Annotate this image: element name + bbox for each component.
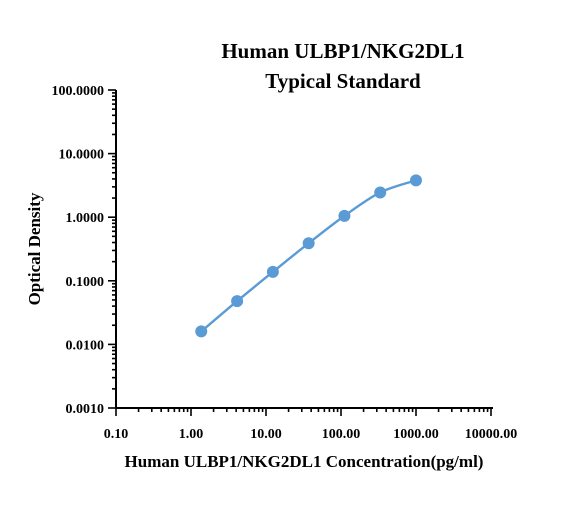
chart-title-line-1: Human ULBP1/NKG2DL1 xyxy=(221,39,464,63)
x-tick-label: 10000.00 xyxy=(465,427,518,442)
y-tick-label: 100.0000 xyxy=(52,84,105,99)
y-tick-label: 0.0100 xyxy=(66,338,105,353)
data-point xyxy=(302,237,315,250)
x-tick-label: 10.00 xyxy=(250,427,282,442)
x-tick-label: 0.10 xyxy=(104,427,129,442)
y-tick-label: 1.0000 xyxy=(66,211,105,226)
x-axis-ticks: 0.10 1.00 10.00 100.00 1000.00 10000.00 xyxy=(104,408,518,442)
chart-title-line-2: Typical Standard xyxy=(265,69,421,93)
data-point xyxy=(231,295,244,308)
x-tick-label: 1.00 xyxy=(179,427,204,442)
data-point xyxy=(338,209,351,222)
data-point xyxy=(374,186,387,199)
data-point xyxy=(266,265,279,278)
x-tick-label: 1000.00 xyxy=(393,427,439,442)
y-tick-label: 10.0000 xyxy=(59,148,105,163)
chart-title: Human ULBP1/NKG2DL1 Typical Standard xyxy=(221,39,464,93)
y-tick-label: 0.0010 xyxy=(66,402,105,417)
data-series xyxy=(195,174,422,338)
data-point xyxy=(195,325,208,338)
y-tick-label: 0.1000 xyxy=(66,275,105,290)
data-point xyxy=(410,174,422,187)
y-axis-label: Optical Density xyxy=(25,192,44,305)
x-tick-label: 100.00 xyxy=(322,427,361,442)
fit-curve xyxy=(200,179,417,333)
y-axis-ticks: 0.0010 0.0100 0.1000 1.0000 10.0000 100.0000 xyxy=(52,84,116,417)
x-axis-label: Human ULBP1/NKG2DL1 Concentration(pg/ml) xyxy=(125,452,484,471)
